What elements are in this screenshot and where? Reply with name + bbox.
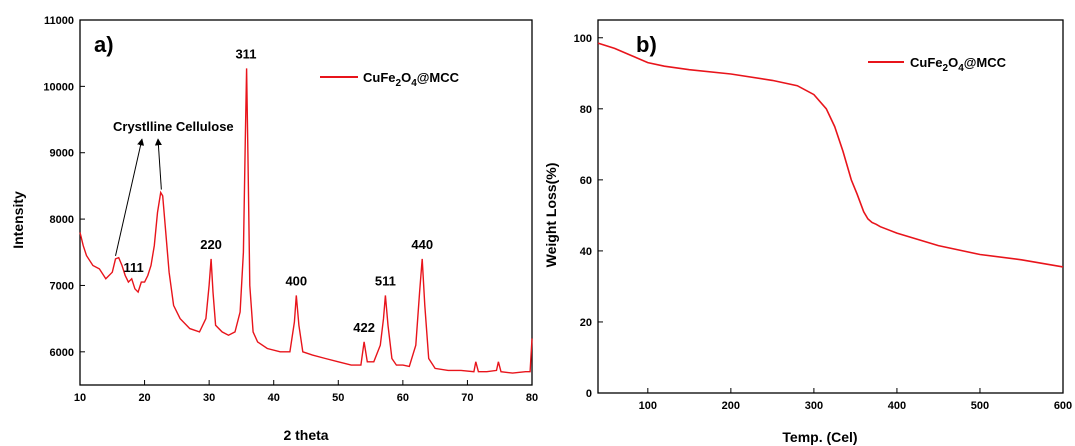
- annotation: Crystlline Cellulose: [113, 119, 234, 257]
- series-line: [79, 68, 533, 374]
- peak-label: 111: [123, 260, 143, 275]
- x-tick-label: 20: [138, 392, 150, 404]
- peak-label: 440: [411, 237, 433, 252]
- axis-ticks: 10 20 30 40 50 60 70 80 6000 7000 8000 9000 10000 110…: [43, 15, 538, 404]
- x-axis-title: 2 theta: [283, 427, 328, 443]
- y-axis-title: Weight Loss(%): [543, 163, 559, 268]
- y-tick-label: 6000: [50, 347, 74, 359]
- plot-frame: [79, 19, 533, 386]
- legend-label: CuFe2O4@MCC: [910, 55, 1007, 74]
- y-tick-label: 40: [580, 246, 592, 258]
- y-tick-label: 10000: [43, 81, 74, 93]
- annotation-text: Crystlline Cellulose: [113, 119, 234, 134]
- peak-label: 511: [375, 273, 396, 288]
- x-tick-label: 40: [268, 392, 280, 404]
- annotation-arrow: [154, 138, 162, 190]
- x-tick-label: 600: [1054, 400, 1072, 412]
- y-tick-label: 60: [580, 175, 592, 187]
- legend: CuFe2O4@MCC: [320, 70, 460, 89]
- y-tick-label: 9000: [50, 148, 74, 160]
- x-tick-label: 30: [203, 392, 215, 404]
- peak-label: 220: [200, 237, 222, 252]
- peak-label: 422: [353, 320, 375, 335]
- x-axis-title: Temp. (Cel): [782, 429, 857, 445]
- y-tick-label: 80: [580, 104, 592, 116]
- peak-label: 400: [285, 273, 307, 288]
- y-tick-label: 7000: [50, 280, 74, 292]
- tga-chart-panel: b) Temp. (Cel) Weight Loss(%) 100 200 300 4…: [543, 19, 1073, 445]
- x-tick-label: 10: [74, 392, 86, 404]
- x-tick-label: 500: [971, 400, 989, 412]
- peak-label: 311: [235, 46, 256, 61]
- y-axis-title: Intensity: [10, 191, 26, 249]
- y-tick-label: 20: [580, 317, 592, 329]
- x-tick-label: 80: [526, 392, 538, 404]
- y-tick-label: 8000: [50, 214, 74, 226]
- panel-label: b): [636, 32, 657, 57]
- xrd-chart-panel: a) 2 theta Intensity 10 20 30 40 50 60 70 80 600…: [10, 15, 538, 443]
- panel-label: a): [94, 32, 114, 57]
- axis-ticks: 100 200 300 400 500 600 0 20 40 60 80 100: [574, 33, 1073, 412]
- x-tick-label: 400: [888, 400, 906, 412]
- y-tick-label: 11000: [44, 15, 74, 27]
- x-tick-label: 70: [461, 392, 473, 404]
- legend: CuFe2O4@MCC: [868, 55, 1007, 74]
- y-tick-label: 100: [574, 33, 592, 45]
- annotation-arrow: [115, 138, 145, 257]
- series-line: [597, 42, 1064, 268]
- plot-frame: [597, 19, 1064, 394]
- x-tick-label: 300: [805, 400, 823, 412]
- y-tick-label: 0: [586, 388, 592, 400]
- legend-label: CuFe2O4@MCC: [363, 70, 460, 89]
- x-tick-label: 100: [639, 400, 657, 412]
- x-tick-label: 50: [332, 392, 344, 404]
- x-tick-label: 60: [397, 392, 409, 404]
- peak-labels: 111 220 311 400 422 511 440: [123, 46, 433, 334]
- x-tick-label: 200: [722, 400, 740, 412]
